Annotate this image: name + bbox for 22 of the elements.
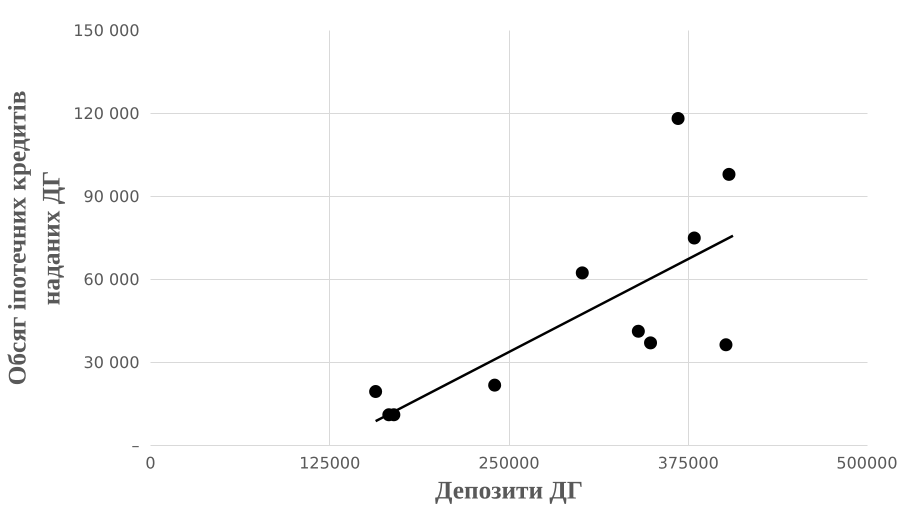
point: [688, 232, 701, 244]
x-tick-label: 125000: [299, 454, 360, 472]
x-tick-label: 375000: [658, 454, 719, 472]
point: [369, 385, 382, 398]
y-tick-label: 30 000: [84, 353, 140, 372]
point: [644, 336, 658, 350]
x-tick-label: 250000: [478, 454, 540, 472]
point: [722, 168, 736, 181]
point: [632, 324, 645, 338]
y-axis-title: Обсяг іпотечних кредитів наданих ДГ: [4, 90, 66, 386]
x-axis-title: Депозити ДГ: [435, 476, 583, 504]
point: [576, 266, 589, 280]
y-tick-label: 150 000: [73, 21, 140, 40]
y-tick-label: 60 000: [84, 270, 140, 289]
point: [488, 378, 502, 392]
y-tick-label: –: [132, 436, 140, 455]
point: [719, 338, 732, 352]
y-tick-label: 90 000: [84, 187, 140, 206]
x-tick-label: 500000: [836, 454, 897, 472]
point: [672, 112, 685, 125]
y-tick-label: 120 000: [73, 104, 140, 123]
x-tick-label: 0: [145, 454, 156, 472]
